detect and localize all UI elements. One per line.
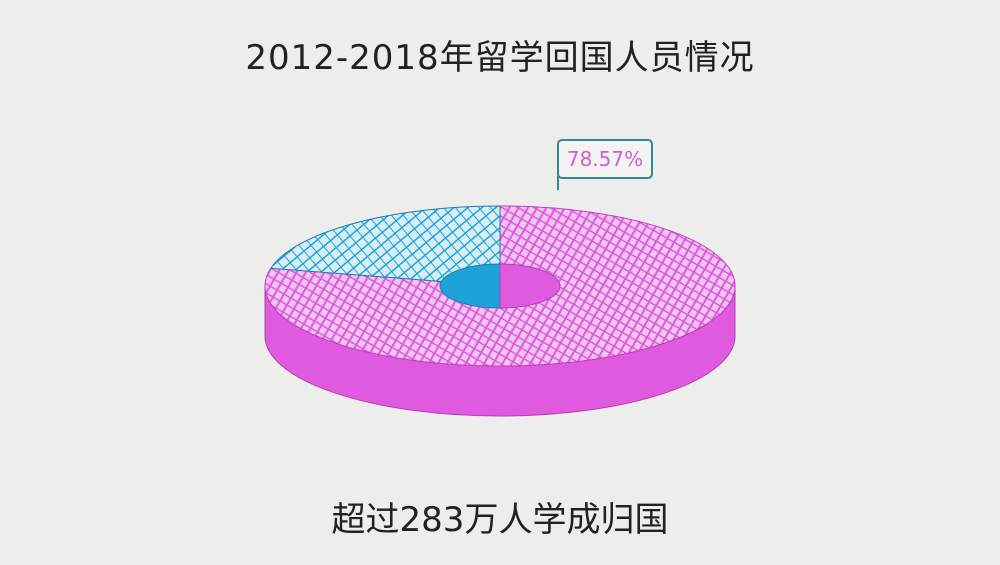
- hole-inner-right: [499, 263, 561, 309]
- callout-tail: [557, 176, 559, 190]
- slice-top-1: [269, 205, 501, 287]
- data-label-callout: 78.57%: [557, 139, 653, 179]
- chart-title: 2012-2018年留学回国人员情况: [245, 38, 755, 78]
- chart-subtitle: 超过283万人学成归国: [331, 500, 669, 540]
- hole-inner-left: [439, 263, 501, 309]
